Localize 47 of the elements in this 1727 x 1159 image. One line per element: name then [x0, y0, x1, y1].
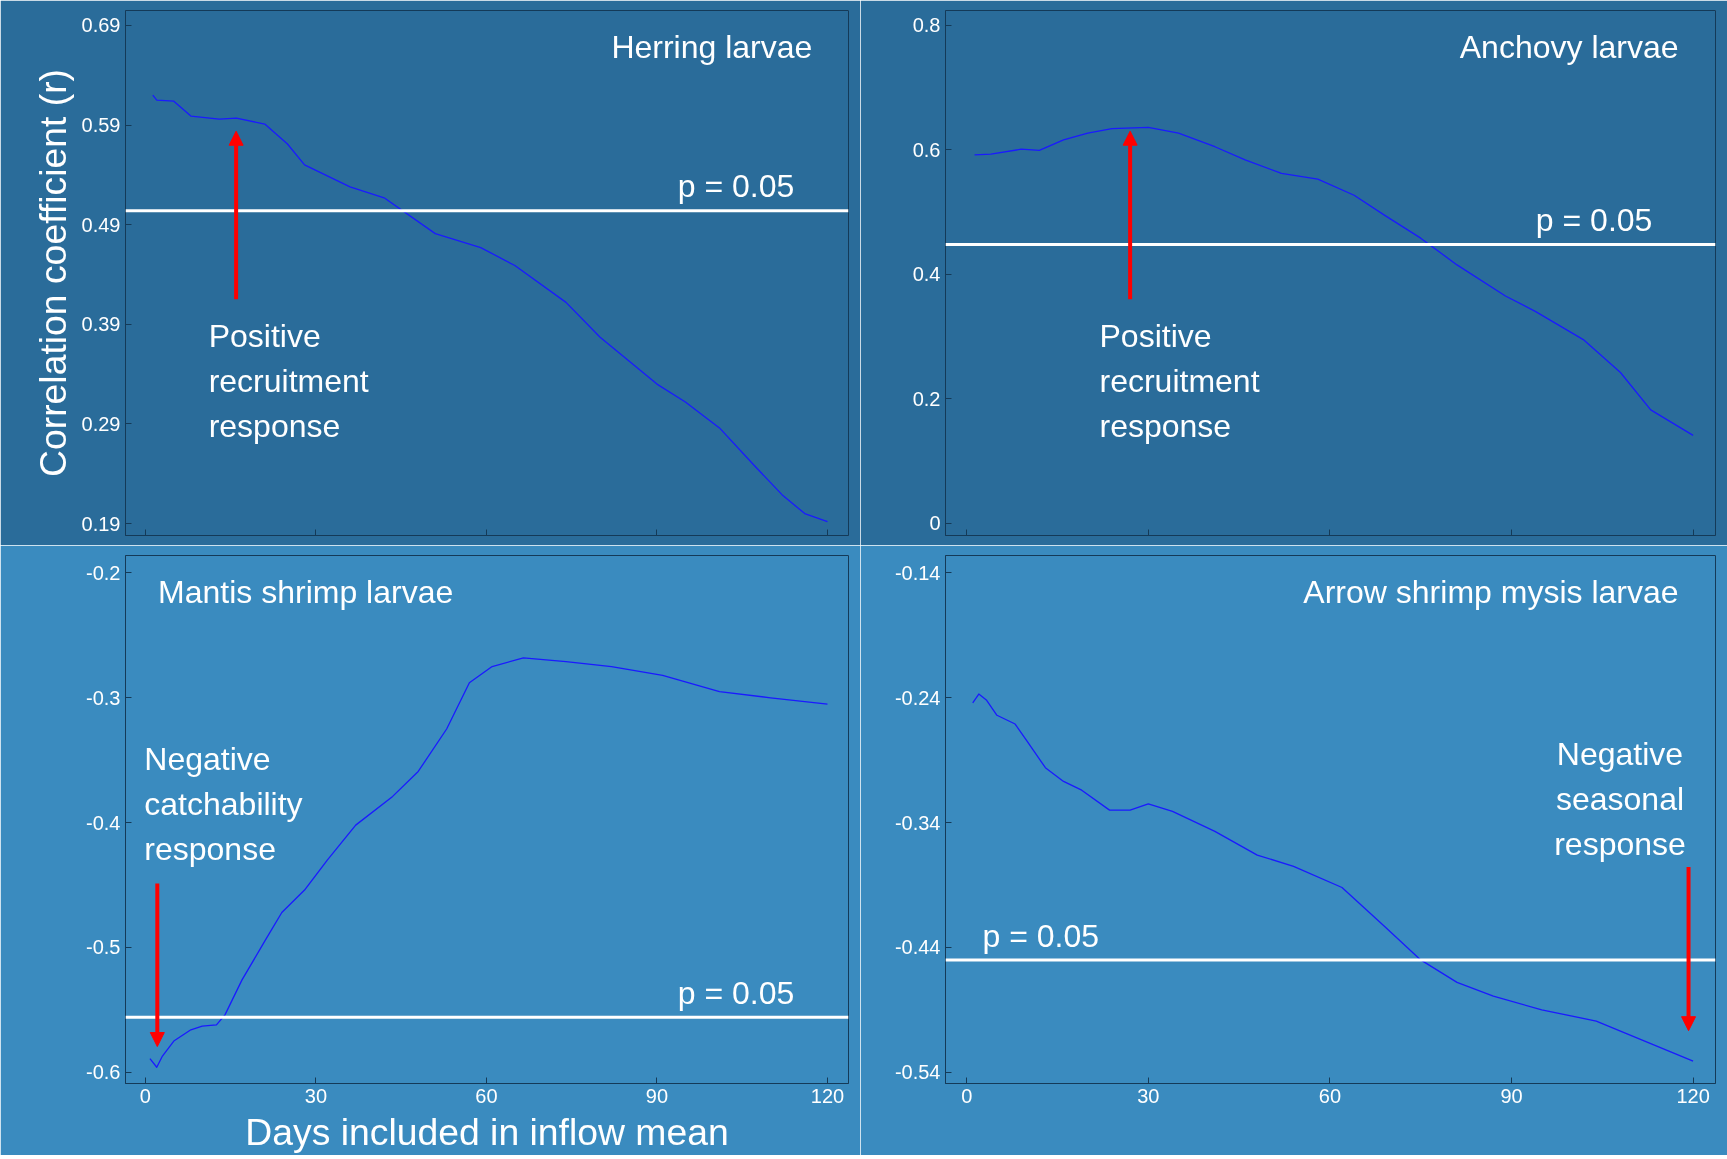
annotation: Positive recruitment response: [1099, 317, 1260, 444]
annotation: Negative catchability response: [144, 741, 303, 868]
text: Arrow shrimp mysis larvae: [1303, 573, 1679, 610]
y-tick-label: 0: [929, 512, 941, 535]
y-tick-label: 0.59: [81, 114, 121, 137]
y-tick-label: -0.34: [894, 811, 941, 834]
annotation: Negative seasonal response: [1554, 735, 1686, 862]
y-tick-label: -0.2: [86, 561, 121, 584]
y-tick-label: 0.4: [912, 263, 941, 286]
annotation: p = 0.05: [1535, 202, 1653, 239]
text: Anchovy larvae: [1459, 28, 1679, 65]
y-tick-label: -0.44: [894, 936, 941, 959]
y-tick-label: 0.19: [81, 512, 121, 535]
x-tick-label: 30: [304, 1084, 328, 1107]
y-tick-label: 0.69: [81, 14, 121, 37]
x-tick-label: 60: [1318, 1084, 1342, 1107]
y-tick-label: 0.8: [912, 14, 941, 37]
y-tick-label: 0.2: [912, 387, 941, 410]
y-tick-label: -0.6: [86, 1061, 121, 1084]
annotation: p = 0.05: [677, 168, 795, 205]
y-tick-label: 0.49: [81, 213, 121, 236]
y-tick-label: 0.39: [81, 313, 121, 336]
annotation: Positive recruitment response: [208, 317, 369, 444]
x-axis-title: Days included in inflow mean: [245, 1110, 729, 1153]
y-tick-label: -0.4: [86, 811, 121, 834]
y-tick-label: -0.24: [894, 686, 941, 709]
x-tick-label: 30: [1137, 1084, 1160, 1107]
y-tick-label: -0.14: [894, 561, 941, 584]
y-tick-label: 0.6: [912, 138, 941, 161]
y-axis-title: Correlation coefficient (r): [31, 68, 74, 477]
x-tick-label: 90: [645, 1084, 669, 1107]
y-tick-label: -0.54: [894, 1061, 941, 1084]
text: Herring larvae: [611, 28, 813, 65]
x-tick-label: 0: [139, 1084, 151, 1107]
y-tick-label: 0.29: [81, 412, 121, 435]
annotation: p = 0.05: [982, 917, 1100, 954]
x-tick-label: 60: [475, 1084, 498, 1107]
line-series: [152, 94, 829, 523]
x-tick-label: 120: [810, 1084, 845, 1107]
x-tick-label: 90: [1500, 1084, 1523, 1107]
annotation: p = 0.05: [677, 975, 795, 1012]
text: Mantis shrimp larvae: [158, 573, 454, 610]
y-tick-label: -0.3: [86, 686, 121, 709]
x-tick-label: 0: [961, 1084, 973, 1107]
line-series: [972, 693, 1694, 1062]
x-tick-label: 120: [1676, 1084, 1710, 1107]
y-tick-label: -0.5: [86, 936, 121, 959]
